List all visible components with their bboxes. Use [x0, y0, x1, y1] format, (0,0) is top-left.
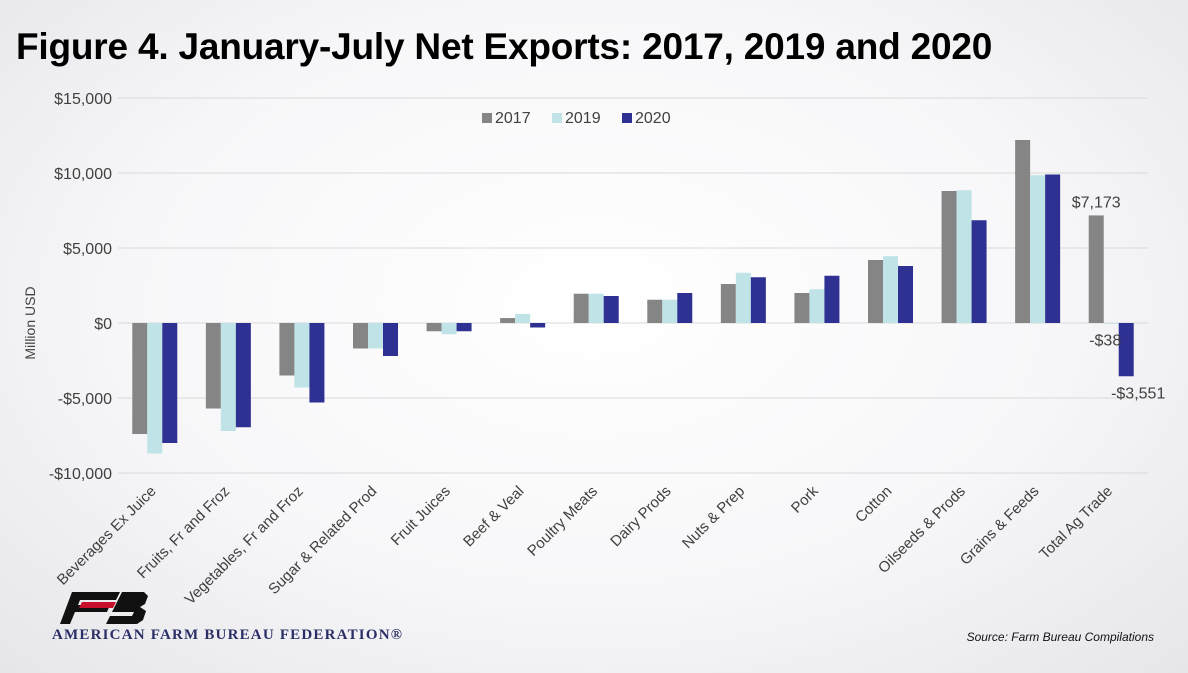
legend-swatch-2020	[622, 113, 632, 123]
bar-2019	[662, 300, 677, 323]
bar-2020	[824, 276, 839, 323]
x-tick-label: Total Ag Trade	[1036, 483, 1116, 563]
bar-2017	[500, 318, 515, 323]
bar-2017	[647, 300, 662, 323]
logo-wordmark: AMERICAN FARM BUREAU FEDERATION®	[52, 627, 403, 644]
x-tick-label: Beef & Veal	[460, 483, 527, 550]
data-label: -$38	[1089, 333, 1121, 350]
bar-2019	[294, 323, 309, 388]
legend-swatch-2019	[552, 113, 562, 123]
bar-2019	[589, 294, 604, 323]
bar-2020	[1119, 323, 1134, 376]
fb-logo-icon	[60, 590, 150, 626]
bar-2017	[794, 293, 809, 323]
bar-2017	[427, 323, 442, 331]
bar-2019	[883, 256, 898, 323]
y-tick-label: $10,000	[54, 166, 112, 183]
bar-2019	[736, 273, 751, 323]
legend-label-2017: 2017	[495, 110, 531, 127]
bar-2017	[353, 323, 368, 349]
bar-2017	[942, 191, 957, 323]
y-tick-label: $5,000	[63, 241, 112, 258]
bar-2019	[442, 323, 457, 334]
y-tick-label: $15,000	[54, 91, 112, 108]
bar-2020	[898, 266, 913, 323]
bar-2020	[457, 323, 472, 331]
y-tick-label: -$5,000	[58, 391, 112, 408]
bar-2019	[221, 323, 236, 431]
bar-2019	[515, 314, 530, 323]
bar-2017	[1089, 215, 1104, 323]
source-note: Source: Farm Bureau Compilations	[967, 630, 1154, 644]
x-tick-label: Nuts & Prep	[679, 483, 748, 552]
bar-2020	[162, 323, 177, 443]
bar-2020	[1045, 175, 1060, 324]
afbf-logo: AMERICAN FARM BUREAU FEDERATION®	[52, 590, 432, 650]
x-tick-label: Pork	[788, 482, 822, 516]
bar-2017	[279, 323, 294, 376]
y-axis-title: Million USD	[22, 286, 38, 359]
bar-2020	[309, 323, 324, 403]
bar-2020	[677, 293, 692, 323]
x-tick-label: Grains & Feeds	[957, 483, 1043, 569]
bar-2017	[574, 294, 589, 323]
x-tick-label: Fruit Juices	[388, 483, 454, 549]
bar-2019	[957, 190, 972, 323]
bar-2017	[721, 284, 736, 323]
bar-2019	[368, 323, 383, 349]
bar-2019	[1104, 323, 1119, 324]
legend-swatch-2017	[482, 113, 492, 123]
net-exports-bar-chart: $15,000 $10,000 $5,000 $0 -$5,000 -$10,000 Mil…	[0, 0, 1188, 673]
bar-2017	[206, 323, 221, 409]
legend-label-2019: 2019	[565, 110, 601, 127]
bar-2020	[236, 323, 251, 427]
data-label: -$3,551	[1111, 385, 1165, 402]
bar-2020	[604, 296, 619, 323]
x-tick-label: Dairy Prods	[607, 483, 674, 550]
bar-2019	[147, 323, 162, 454]
x-tick-label: Poultry Meats	[524, 483, 601, 560]
bar-2017	[868, 260, 883, 323]
bar-2020	[530, 323, 545, 328]
bar-2019	[809, 289, 824, 323]
bar-2017	[1015, 140, 1030, 323]
bar-2019	[1030, 175, 1045, 323]
bar-2020	[751, 277, 766, 323]
bar-2017	[132, 323, 147, 434]
bar-2020	[383, 323, 398, 356]
data-label: $7,173	[1072, 194, 1121, 211]
legend-label-2020: 2020	[635, 110, 671, 127]
bar-2020	[972, 220, 987, 323]
y-tick-label: $0	[94, 316, 112, 333]
y-tick-label: -$10,000	[49, 466, 112, 483]
x-tick-label: Cotton	[852, 483, 895, 526]
